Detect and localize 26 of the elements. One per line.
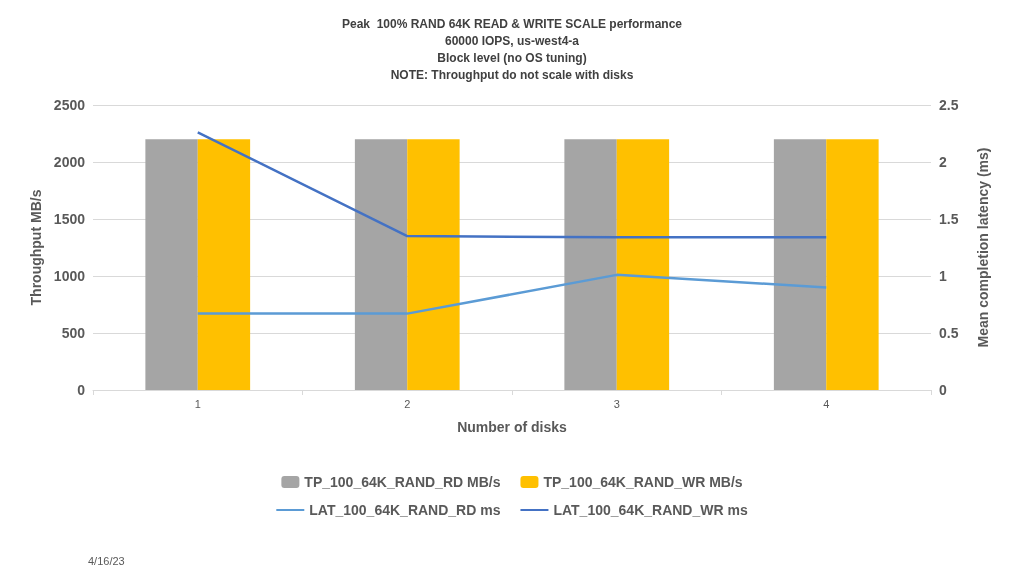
y2-tick-label: 1.5 <box>939 211 959 227</box>
x-tick-label: 3 <box>613 397 620 410</box>
legend-label: TP_100_64K_RAND_WR MB/s <box>543 474 743 490</box>
legend-label: LAT_100_64K_RAND_RD ms <box>309 502 501 518</box>
y2-tick-label: 0 <box>939 382 947 398</box>
y-tick-label: 2500 <box>53 97 86 113</box>
chart-title: Peak 100% RAND 64K READ & WRITE SCALE performance <box>341 17 683 31</box>
y2-tick-label: 1 <box>939 268 947 284</box>
chart-subtitle: 60000 IOPS, us-west4-a Block level (no OS tuning) NOTE: Throughput do not scale with disks <box>390 33 634 82</box>
legend-label: LAT_100_64K_RAND_WR ms <box>553 502 748 518</box>
y-tick-label: 0 <box>77 382 86 398</box>
x-tick-label: 4 <box>823 397 830 410</box>
y-tick-label: 1000 <box>53 268 86 284</box>
y-tick-label: 1500 <box>53 211 86 227</box>
x-tick-label: 1 <box>194 397 201 410</box>
y2-tick-label: 2 <box>939 154 947 170</box>
x-axis-title: Number of disks <box>457 419 568 435</box>
y-tick-label: 2000 <box>53 154 86 170</box>
y2-tick-label: 2.5 <box>939 97 959 113</box>
x-tick-label: 2 <box>404 397 411 410</box>
text: 4/16/23 <box>88 554 125 567</box>
legend-label: TP_100_64K_RAND_RD MB/s <box>304 474 501 490</box>
y2-tick-label: 0.5 <box>939 325 959 341</box>
y-tick-label: 500 <box>61 325 86 341</box>
y2-axis-title: Mean completion latency (ms) <box>975 147 991 348</box>
y-axis-title: Throughput MB/s <box>27 189 44 306</box>
